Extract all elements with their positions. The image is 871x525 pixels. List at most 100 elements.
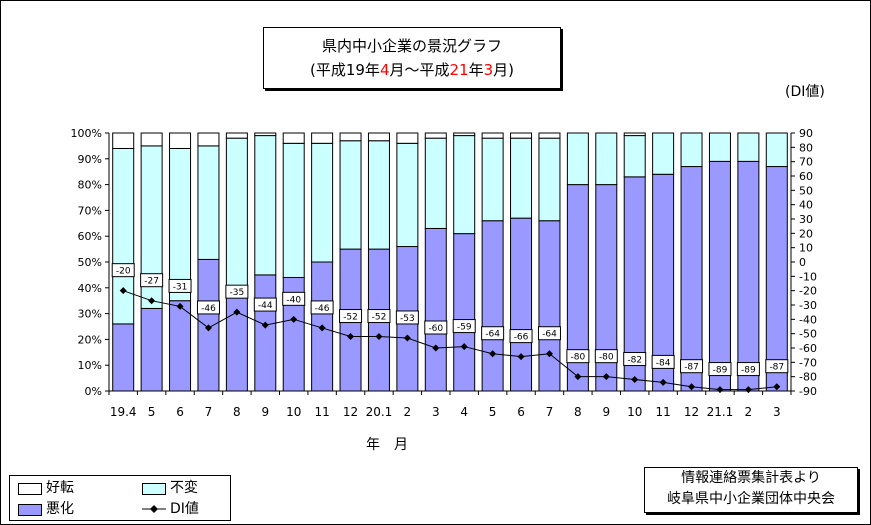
tick-label-right: 90 [799,127,813,140]
di-label-box [509,329,533,344]
di-label-box [339,309,363,324]
bar-segment [481,220,504,392]
tick-label-left: 0% [85,385,102,398]
di-data-label: -46 [315,304,330,314]
bar-segment [737,132,760,162]
di-line [123,290,777,391]
di-label-box [537,326,561,341]
x-tick-label: 2 [404,405,412,419]
bar-segment [765,166,788,392]
axis-layer: 0%10%20%30%40%50%60%70%80%90%100%-90-80-… [71,127,817,419]
x-tick-label: 4 [460,405,468,419]
bar-segment [538,132,561,139]
di-data-label: -64 [485,330,500,340]
di-point [773,383,781,391]
di-point [176,302,184,310]
di-data-label: -27 [144,277,159,287]
tick-label-right: 10 [799,242,813,255]
di-data-label: -53 [400,314,415,324]
bar-segment [510,217,533,392]
x-tick-label: 6 [517,405,525,419]
bar-segment [169,147,192,302]
tick-label-left: 40% [78,282,102,295]
source-line1: 情報連絡票集計表より [681,470,821,486]
di-data-label: -35 [230,288,245,298]
tick-label-right: -80 [799,371,817,384]
di-data-label: -64 [542,330,557,340]
x-tick-label: 7 [205,405,213,419]
bar-segment [140,132,163,147]
bar-segment [339,140,362,250]
bar-segment [538,137,561,222]
source-line2: 岐阜県中小企業団体中央会 [667,491,835,507]
chart-plot: 0%10%20%30%40%50%60%70%80%90%100%-90-80-… [71,127,817,453]
di-label-box [140,273,164,288]
bar-segment [254,132,277,137]
x-tick-label: 8 [233,405,241,419]
title-part: 月～平成 [389,61,450,79]
di-data-label: -52 [343,313,358,323]
bar-segment [140,307,163,392]
di-label-box [623,352,647,367]
legend-swatch-improve [18,483,42,495]
bar-segment [424,132,447,139]
di-point [716,386,724,394]
di-data-label: -80 [599,353,614,363]
tick-label-right: -10 [799,270,817,283]
bar-segment [367,132,390,142]
di-point [489,350,497,358]
tick-label-right: 20 [799,227,813,240]
tick-label-right: 30 [799,213,813,226]
bar-segment [367,140,390,250]
di-label-box [680,359,704,374]
title-part: (平成19年 [309,61,380,79]
tick-label-left: 80% [78,179,102,192]
di-data-label: -80 [571,353,586,363]
x-tick-label: 19.4 [110,405,137,419]
title-line1: 県内中小企業の景況グラフ [321,37,502,55]
di-point [261,321,269,329]
di-point [119,287,127,295]
x-tick-label: 10 [286,405,301,419]
di-point [631,376,639,384]
tick-label-right: -40 [799,313,817,326]
di-data-label: -89 [713,366,728,376]
legend-label-unchanged: 不変 [170,480,198,496]
x-tick-label: 7 [546,405,554,419]
x-tick-label: 11 [655,405,670,419]
x-tick-label: 10 [627,405,642,419]
bar-segment [112,323,135,392]
x-tick-label: 3 [432,405,440,419]
tick-label-right: 80 [799,141,813,154]
bar-segment [680,166,703,392]
title-part: 月) [493,61,515,79]
di-data-label: -89 [741,366,756,376]
di-label-box [367,309,391,324]
bar-segment [169,300,192,392]
legend-label-di: DI値 [170,501,199,517]
bar-segment [254,135,277,276]
di-label-box [566,349,590,364]
bar-segment [453,233,476,392]
di-point [744,386,752,394]
tick-label-right: -60 [799,342,817,355]
x-tick-label: 12 [684,405,699,419]
bar-segment [282,132,305,144]
di-data-label: -44 [258,301,273,311]
di-label-box [424,320,448,335]
di-label-box [196,300,220,315]
x-axis-label: 年 月 [366,437,408,453]
di-data-label: -82 [627,356,642,366]
source-note: 情報連絡票集計表より 岐阜県中小企業団体中央会 [644,467,858,513]
x-tick-label: 8 [574,405,582,419]
bar-segment [197,132,220,147]
tick-label-right: 40 [799,199,813,212]
bar-segment [623,132,646,137]
x-tick-label: 9 [261,405,269,419]
tick-label-right: -50 [799,328,817,341]
bar-segment [765,132,788,168]
di-data-label: -46 [201,304,216,314]
di-label-box [765,359,789,374]
bar-segment [481,132,504,139]
